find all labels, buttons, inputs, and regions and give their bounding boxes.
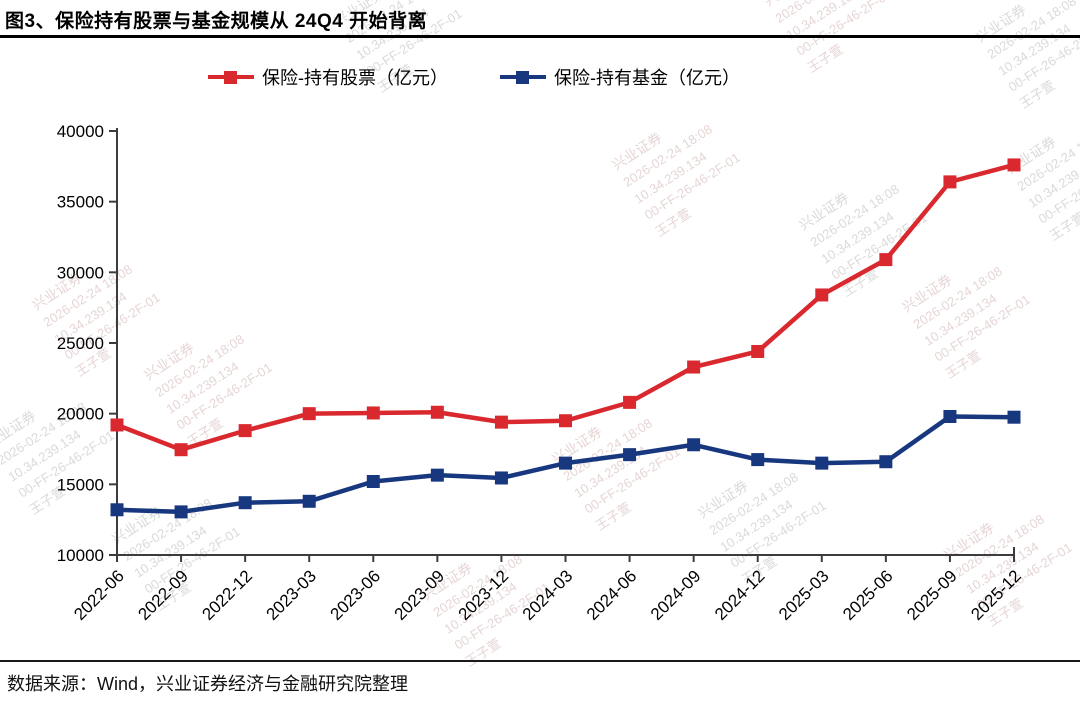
data-source-note: 数据来源：Wind，兴业证券经济与金融研究院整理 (7, 674, 409, 694)
data-point-marker (302, 407, 316, 421)
data-point-marker (751, 453, 765, 467)
line-square-marker-icon (208, 70, 254, 84)
line-chart: 10000 15000 20000 25000 30000 35000 40000 2022-… (57, 122, 1025, 624)
y-axis-tick-label: 40000 (57, 122, 104, 141)
x-axis-tick-label: 2024-09 (647, 566, 705, 624)
figure-title: 图3、保险持有股票与基金规模从 24Q4 开始背离 (5, 11, 428, 32)
data-point-marker (238, 424, 252, 438)
x-axis-tick-label: 2024-03 (519, 566, 577, 624)
legend-label-stocks: 保险-持有股票（亿元） (262, 68, 448, 88)
data-point-marker (1007, 410, 1021, 424)
x-axis-tick-label: 2024-06 (583, 566, 641, 624)
title-divider (0, 35, 1080, 38)
x-axis-tick-label: 2022-09 (134, 566, 192, 624)
y-axis-tick-label: 15000 (57, 475, 104, 494)
legend-item-funds: 保险-持有基金（亿元） (500, 64, 740, 90)
x-axis-tick-label: 2025-06 (839, 566, 897, 624)
data-point-marker (623, 395, 637, 409)
data-point-marker (559, 414, 572, 428)
data-point-marker (687, 438, 701, 452)
x-axis-tick-label: 2022-12 (198, 566, 256, 624)
line-square-marker-icon (500, 70, 546, 84)
data-point-marker (1007, 158, 1021, 172)
x-axis-tick-label: 2025-12 (967, 566, 1025, 624)
x-axis-tick-label: 2023-09 (391, 566, 449, 624)
data-point-marker (494, 415, 508, 429)
footer-divider (0, 660, 1080, 662)
data-point-marker (943, 175, 957, 189)
data-point-marker (559, 456, 572, 470)
axis-lines (116, 128, 1015, 556)
data-point-marker (238, 496, 252, 510)
data-point-marker (366, 406, 380, 420)
x-axis-tick-label: 2023-03 (262, 566, 320, 624)
y-axis-tick-label: 20000 (57, 405, 104, 424)
data-point-marker (366, 475, 380, 489)
x-axis-tick-label: 2024-12 (711, 566, 769, 624)
data-point-marker (879, 455, 893, 469)
x-axis-tick-label: 2025-03 (775, 566, 833, 624)
data-point-marker (174, 505, 188, 519)
y-axis-tick-label: 35000 (57, 193, 104, 212)
legend-item-stocks: 保险-持有股票（亿元） (208, 64, 448, 90)
data-point-marker (174, 443, 188, 457)
data-point-marker (687, 360, 701, 374)
y-axis-tick-label: 25000 (57, 334, 104, 353)
legend-label-funds: 保险-持有基金（亿元） (554, 68, 740, 88)
data-point-marker (302, 494, 316, 508)
data-point-marker (430, 405, 444, 419)
data-point-marker (430, 468, 444, 482)
data-point-marker (815, 288, 829, 302)
x-axis-tick-label: 2022-06 (70, 566, 128, 624)
x-axis-tick-label: 2025-09 (903, 566, 961, 624)
data-point-marker (623, 448, 637, 462)
x-axis-tick-label: 2023-06 (327, 566, 385, 624)
data-point-marker (815, 456, 829, 470)
data-point-marker (110, 503, 124, 517)
data-point-marker (751, 344, 765, 358)
chart-legend: 保险-持有股票（亿元） 保险-持有基金（亿元） (0, 64, 1014, 90)
x-axis-tick-label: 2023-12 (455, 566, 513, 624)
data-point-marker (879, 253, 893, 267)
y-axis-tick-label: 10000 (57, 546, 104, 565)
series-line (116, 162, 1015, 452)
data-point-marker (110, 418, 124, 432)
data-point-marker (943, 409, 957, 423)
data-point-marker (494, 471, 508, 485)
y-axis-tick-label: 30000 (57, 263, 104, 282)
